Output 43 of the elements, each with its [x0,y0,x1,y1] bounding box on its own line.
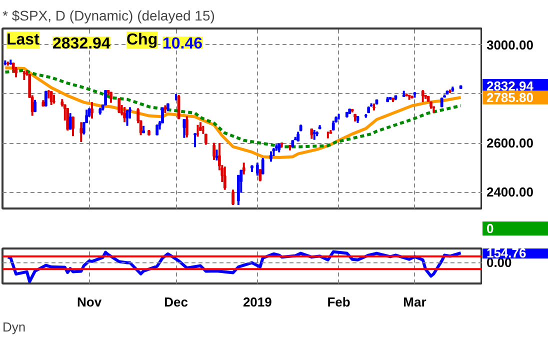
candlestick [310,128,314,140]
candlestick [232,188,234,206]
candlestick [50,90,53,106]
candlestick [196,124,200,138]
candlestick [421,89,424,104]
candlestick [194,132,196,148]
candlestick [270,150,272,163]
chart-title: * $SPX, D (Dynamic) (delayed 15) [2,8,215,24]
annotation: Last 2832.94 [6,32,110,52]
candlestick [66,106,70,132]
x-tick-label: 2019 [242,294,272,310]
text: Dyn [2,320,26,334]
candlestick [242,162,246,176]
y-tick-label: 2600.00 [486,136,534,151]
candlestick [118,97,121,114]
candlestick [182,118,186,139]
candlestick [156,124,159,136]
candlestick [123,106,126,124]
y-tick-label: 3000.00 [486,37,534,52]
x-tick-label: Dec [164,294,188,310]
candlestick [22,70,26,81]
candlestick [12,62,15,74]
candlestick [110,91,112,104]
candlestick [185,115,188,138]
text: 0 [486,221,494,236]
x-tick-label: Mar [403,294,426,310]
candlestick [261,156,264,175]
candlestick [256,162,259,177]
y-tick-label: 2400.00 [486,184,534,200]
candlestick [80,121,83,144]
candlestick [312,129,316,141]
candlestick [223,166,226,191]
x-tick-label: Feb [327,294,350,310]
x-tick-label: Nov [77,294,102,310]
candlestick [72,116,74,138]
candlestick [296,130,300,142]
candlestick [258,168,262,182]
candlestick [90,101,94,120]
candlestick [34,98,36,113]
candlestick [14,66,18,78]
candlestick [126,108,129,127]
candlestick [212,142,216,161]
annotation: Chg 10.46 [126,32,203,52]
